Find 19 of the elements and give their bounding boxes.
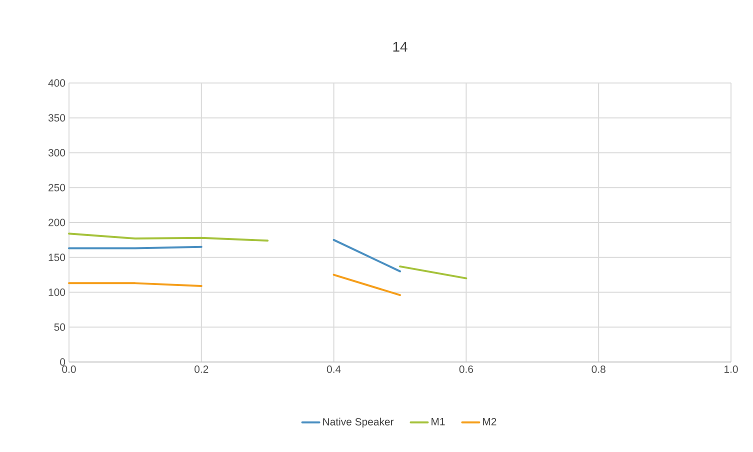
x-tick-label: 1.0 [724, 366, 738, 373]
y-tick-label: 0 [60, 358, 66, 366]
y-tick-label: 350 [48, 114, 66, 122]
x-tick-label: 0.6 [459, 366, 474, 373]
legend-label: M2 [483, 418, 496, 426]
x-tick-label: 0.8 [592, 366, 606, 373]
y-tick-label: 200 [48, 218, 66, 226]
x-tick-label: 0.4 [326, 366, 341, 373]
x-tick-label: 0.2 [194, 366, 208, 373]
y-tick-label: 100 [48, 288, 66, 296]
x-tick-label: 0.0 [62, 366, 76, 373]
legend-label: Native Speaker [323, 418, 394, 428]
y-tick-label: 150 [48, 254, 66, 262]
y-tick-label: 300 [48, 149, 66, 156]
y-tick-label: 400 [48, 79, 66, 87]
y-tick-label: 250 [48, 184, 66, 192]
legend-label: M1 [432, 418, 445, 426]
chart-title: 14 [393, 42, 408, 52]
y-tick-label: 50 [54, 323, 66, 331]
